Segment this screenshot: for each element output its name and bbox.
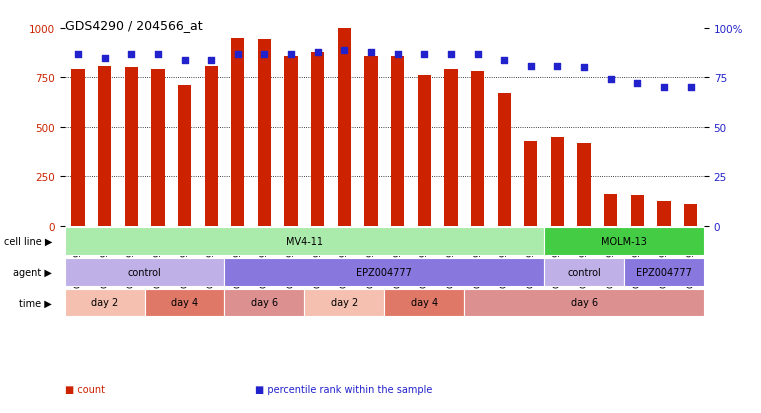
Bar: [72, 70, 84, 226]
Bar: [544, 228, 704, 255]
Point: [604, 77, 616, 83]
Point: [498, 57, 510, 64]
Bar: [498, 94, 511, 226]
Point: [98, 55, 111, 62]
Bar: [258, 40, 271, 226]
Point: [365, 49, 377, 56]
Text: cell line ▶: cell line ▶: [4, 236, 52, 246]
Bar: [65, 289, 145, 316]
Point: [471, 51, 484, 58]
Bar: [365, 57, 377, 226]
Bar: [145, 289, 224, 316]
Point: [151, 51, 164, 58]
Text: control: control: [128, 267, 161, 277]
Text: ■ percentile rank within the sample: ■ percentile rank within the sample: [255, 385, 432, 394]
Text: EPZ004777: EPZ004777: [636, 267, 692, 277]
Bar: [471, 72, 484, 226]
Bar: [224, 289, 304, 316]
Point: [258, 51, 271, 58]
Point: [631, 81, 643, 88]
Point: [658, 85, 670, 91]
Point: [312, 49, 324, 56]
Bar: [631, 195, 644, 226]
Text: day 6: day 6: [251, 298, 278, 308]
Bar: [604, 195, 617, 226]
Bar: [684, 204, 697, 226]
Bar: [624, 258, 704, 286]
Bar: [65, 258, 224, 286]
Text: control: control: [567, 267, 601, 277]
Bar: [224, 258, 544, 286]
Bar: [444, 70, 457, 226]
Point: [684, 85, 696, 91]
Point: [231, 51, 244, 58]
Bar: [178, 86, 191, 226]
Bar: [418, 76, 431, 226]
Point: [285, 51, 297, 58]
Bar: [551, 137, 564, 226]
Point: [178, 57, 190, 64]
Point: [578, 65, 590, 71]
Bar: [658, 202, 670, 226]
Point: [338, 47, 350, 54]
Bar: [524, 141, 537, 226]
Text: GDS4290 / 204566_at: GDS4290 / 204566_at: [65, 19, 202, 31]
Bar: [205, 66, 218, 226]
Bar: [578, 143, 591, 226]
Bar: [231, 39, 244, 226]
Bar: [391, 57, 404, 226]
Bar: [125, 68, 138, 226]
Text: ■ count: ■ count: [65, 385, 105, 394]
Text: MOLM-13: MOLM-13: [601, 236, 647, 246]
Bar: [544, 258, 624, 286]
Text: MV4-11: MV4-11: [286, 236, 323, 246]
Point: [419, 51, 431, 58]
Bar: [285, 57, 298, 226]
Bar: [304, 289, 384, 316]
Text: day 4: day 4: [411, 298, 438, 308]
Point: [72, 51, 84, 58]
Text: agent ▶: agent ▶: [13, 267, 52, 277]
Point: [205, 57, 218, 64]
Bar: [311, 52, 324, 226]
Bar: [384, 289, 464, 316]
Text: day 6: day 6: [571, 298, 597, 308]
Point: [391, 51, 403, 58]
Text: day 2: day 2: [331, 298, 358, 308]
Point: [444, 51, 457, 58]
Bar: [98, 66, 111, 226]
Text: time ▶: time ▶: [19, 298, 52, 308]
Point: [524, 63, 537, 70]
Point: [551, 63, 563, 70]
Text: day 4: day 4: [171, 298, 198, 308]
Bar: [464, 289, 704, 316]
Bar: [151, 70, 164, 226]
Text: EPZ004777: EPZ004777: [356, 267, 412, 277]
Text: day 2: day 2: [91, 298, 118, 308]
Bar: [65, 228, 544, 255]
Point: [125, 51, 137, 58]
Bar: [338, 29, 351, 226]
